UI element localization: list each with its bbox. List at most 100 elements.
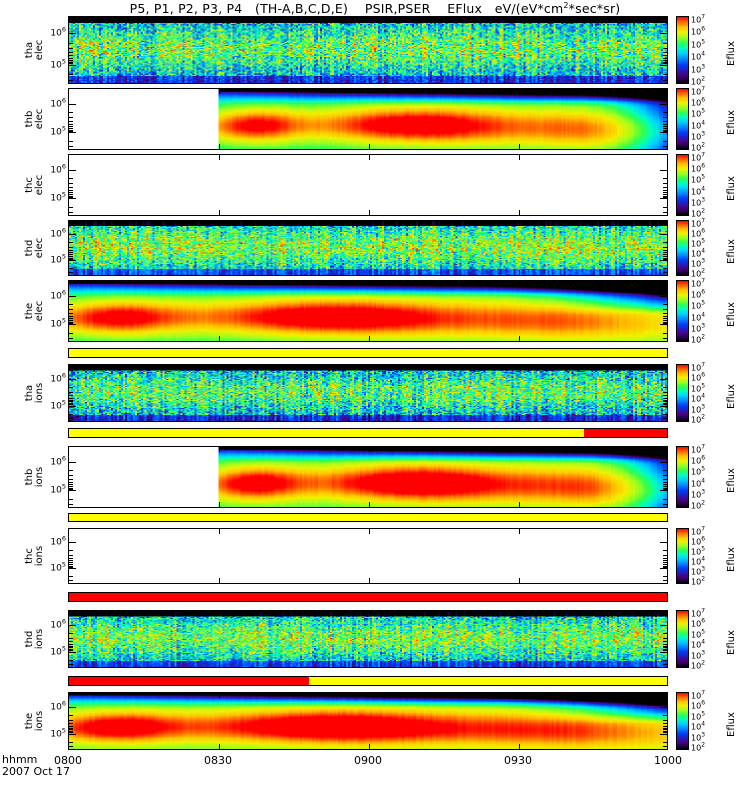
y-axis-minor-tick bbox=[663, 256, 667, 258]
y-axis-minor-tick bbox=[663, 61, 667, 63]
x-axis-tick bbox=[219, 611, 220, 616]
spectrogram-panel-the-elec bbox=[68, 280, 668, 342]
y-axis-minor-tick bbox=[69, 267, 73, 269]
y-axis-minor-tick bbox=[69, 332, 73, 334]
y-axis-minor-tick bbox=[663, 318, 667, 320]
y-axis-minor-tick bbox=[69, 183, 73, 185]
y-axis-tick-label: 106 bbox=[50, 699, 66, 713]
y-axis-minor-tick bbox=[69, 313, 73, 315]
x-axis-tick bbox=[369, 447, 370, 452]
y-axis-minor-tick bbox=[663, 129, 667, 131]
y-axis-minor-tick bbox=[69, 48, 73, 50]
y-axis-minor-tick bbox=[663, 640, 667, 642]
y-axis-minor-tick bbox=[69, 732, 73, 734]
title-spacecraft: (TH-A,B,C,D,E) bbox=[255, 1, 349, 17]
spectrogram-image-thd-ions bbox=[69, 611, 667, 667]
colorbar-the-elec bbox=[676, 280, 689, 342]
y-axis-minor-tick bbox=[663, 272, 667, 274]
x-axis-tick bbox=[219, 210, 220, 215]
y-axis-minor-tick bbox=[663, 554, 667, 556]
y-axis-minor-tick bbox=[69, 252, 73, 254]
y-axis-minor-tick bbox=[663, 83, 667, 84]
y-axis-minor-tick bbox=[69, 624, 73, 626]
y-axis-minor-tick bbox=[69, 61, 73, 63]
status-strip-segment bbox=[584, 429, 667, 437]
title-quantity: EFlux bbox=[447, 1, 483, 17]
colorbar-tick-label: 107 bbox=[691, 607, 706, 619]
y-axis-minor-tick bbox=[69, 64, 73, 66]
y-axis-minor-tick bbox=[663, 645, 667, 647]
y-axis-minor-tick bbox=[663, 397, 667, 399]
y-axis-minor-tick bbox=[663, 475, 667, 477]
y-axis-minor-tick bbox=[663, 624, 667, 626]
x-axis-tick-label: 0830 bbox=[204, 754, 232, 767]
title-units-post: *sec*sr) bbox=[568, 1, 621, 17]
x-axis-tick bbox=[219, 365, 220, 370]
y-axis-minor-tick bbox=[69, 564, 73, 566]
y-axis-minor-tick bbox=[663, 195, 667, 197]
x-axis-tick bbox=[369, 365, 370, 370]
colorbar-thb-ions bbox=[676, 446, 689, 508]
y-axis-minor-tick bbox=[69, 195, 73, 197]
y-axis-minor-tick bbox=[69, 246, 73, 248]
y-axis-minor-tick bbox=[663, 647, 667, 649]
x-axis-tick bbox=[219, 529, 220, 534]
y-axis-minor-tick bbox=[663, 254, 667, 256]
y-axis-minor-tick bbox=[663, 404, 667, 406]
y-axis-minor-tick bbox=[69, 632, 73, 634]
y-axis-minor-tick bbox=[663, 197, 667, 199]
y-axis-minor-tick bbox=[663, 140, 667, 142]
y-axis-minor-tick bbox=[69, 567, 73, 569]
y-axis-minor-tick bbox=[69, 83, 73, 84]
x-axis-tick bbox=[369, 416, 370, 421]
x-axis-tick bbox=[519, 744, 520, 749]
y-axis-minor-tick bbox=[69, 323, 73, 325]
y-axis-minor-tick bbox=[663, 52, 667, 54]
spectrogram-image-the-elec bbox=[69, 281, 667, 341]
x-axis-tick bbox=[519, 281, 520, 286]
y-axis-minor-tick bbox=[69, 643, 73, 645]
y-axis-minor-tick bbox=[69, 562, 73, 564]
x-axis-tick bbox=[219, 502, 220, 507]
colorbar-tick-label: 104 bbox=[691, 720, 706, 732]
colorbar-tick-label: 104 bbox=[691, 247, 706, 259]
y-axis-minor-tick bbox=[69, 127, 73, 129]
colorbar-tick-label: 106 bbox=[691, 618, 706, 629]
y-axis-minor-tick bbox=[663, 649, 667, 650]
x-axis-tick bbox=[369, 89, 370, 94]
y-axis-minor-tick bbox=[69, 731, 73, 732]
y-axis-minor-tick bbox=[69, 746, 73, 748]
spectrogram-panel-thd-elec bbox=[68, 220, 668, 276]
colorbar-tick-label: 107 bbox=[691, 443, 706, 455]
colorbar-tick-label: 104 bbox=[691, 555, 706, 567]
y-axis-minor-tick bbox=[663, 564, 667, 566]
y-axis-minor-tick bbox=[663, 481, 667, 483]
y-axis-minor-tick bbox=[663, 403, 667, 404]
spectrogram-panel-thb-elec bbox=[68, 88, 668, 150]
y-axis-minor-tick bbox=[663, 246, 667, 248]
y-axis-minor-tick bbox=[663, 484, 667, 486]
y-axis-tick-labels-thd-ions: 106 105 bbox=[44, 610, 66, 668]
colorbar-tick-label: 102 bbox=[691, 75, 706, 87]
colorbar-tick-label: 107 bbox=[691, 13, 706, 25]
y-axis-minor-tick bbox=[69, 242, 73, 244]
y-axis-minor-tick bbox=[69, 146, 73, 147]
figure-title: P5, P1, P2, P3, P4 (TH-A,B,C,D,E) PSIR,P… bbox=[0, 1, 750, 16]
y-axis-minor-tick bbox=[663, 309, 667, 311]
colorbar-tick-label: 103 bbox=[691, 196, 706, 208]
y-axis-minor-tick bbox=[69, 470, 73, 472]
x-axis-corner-label: hhmm 2007 Oct 17 bbox=[2, 754, 70, 778]
x-axis-tick bbox=[519, 17, 520, 22]
x-axis-tick bbox=[519, 416, 520, 421]
y-axis-minor-tick bbox=[663, 132, 667, 134]
colorbar-title-thd-elec: Eflux bbox=[726, 239, 737, 264]
y-axis-minor-tick bbox=[663, 338, 667, 339]
y-axis-minor-tick bbox=[663, 401, 667, 403]
y-axis-minor-tick bbox=[69, 504, 73, 505]
y-axis-minor-tick bbox=[663, 59, 667, 61]
y-axis-minor-tick bbox=[69, 557, 73, 559]
colorbar-tick-label: 105 bbox=[691, 466, 706, 477]
y-axis-minor-tick bbox=[663, 178, 667, 180]
y-axis-minor-tick bbox=[663, 651, 667, 653]
y-axis-minor-tick bbox=[663, 206, 667, 208]
